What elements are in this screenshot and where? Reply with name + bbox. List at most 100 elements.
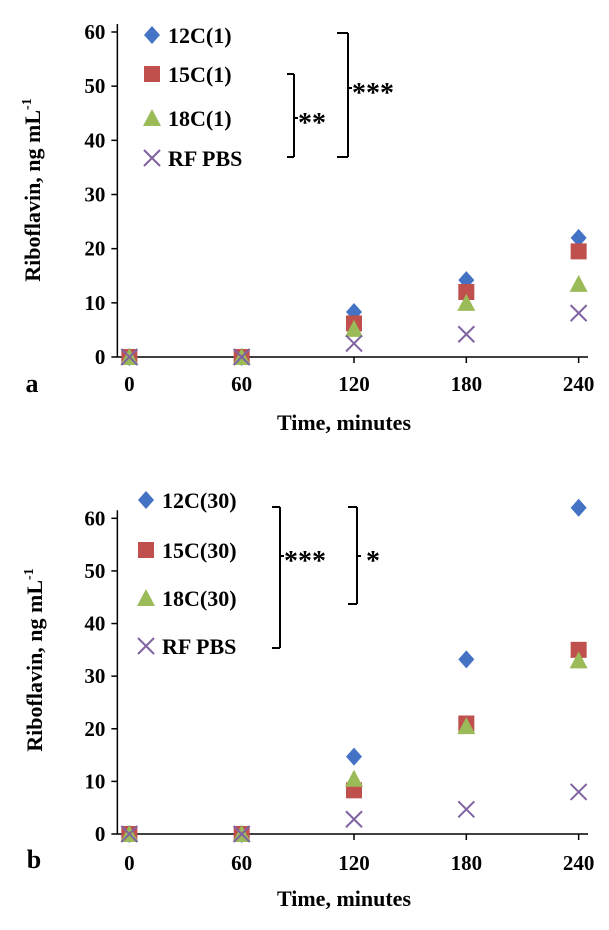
x-tick-label: 180 <box>451 372 483 396</box>
x-axis-label: Time, minutes <box>277 410 411 435</box>
x-tick-label: 60 <box>231 372 252 396</box>
data-point <box>120 825 139 843</box>
data-point-stroke-b <box>457 325 476 343</box>
y-axis-label-superscript: -1 <box>20 98 35 110</box>
data-point-stroke-b <box>345 334 363 353</box>
legend-marker <box>143 109 161 126</box>
legend: 12C(30) 15C(30) 18C(30) RF PBS <box>137 488 237 659</box>
data-point <box>570 243 587 260</box>
y-tick-label: 50 <box>84 74 105 98</box>
data-point <box>569 304 588 322</box>
legend-label: RF PBS <box>168 146 242 171</box>
data-point <box>345 334 363 353</box>
data-point <box>346 747 362 766</box>
y-tick-label: 0 <box>95 345 106 369</box>
y-axis-label-text: Riboflavin, ng mL <box>20 110 45 282</box>
data-point <box>345 810 363 828</box>
data-point <box>569 783 588 801</box>
y-tick-label: 40 <box>84 612 105 636</box>
legend-marker-stroke-b <box>143 149 161 167</box>
y-axis-label: Riboflavin, ng mL-1 <box>22 568 47 751</box>
y-tick-label: 20 <box>84 237 105 261</box>
x-tick-label: 120 <box>338 851 370 875</box>
data-point <box>569 651 588 669</box>
x-tick-label: 120 <box>338 372 370 396</box>
y-tick-label: 30 <box>84 183 105 207</box>
legend-marker <box>138 542 154 558</box>
series-diamond <box>121 228 587 366</box>
chart-panel-a: 0 10 20 30 40 50 60 0 60 120 180 240 Time, minutes Ri… <box>20 20 594 435</box>
y-axis-label-text: Riboflavin, ng mL <box>22 580 47 752</box>
data-point-stroke-b <box>120 348 139 366</box>
x-tick-label: 60 <box>231 851 252 875</box>
data-point-stroke-b <box>345 810 363 828</box>
significance-stars: ** <box>298 108 326 139</box>
x-tick-label: 0 <box>124 372 135 396</box>
significance-bracket: * <box>348 506 380 605</box>
y-tick-label: 20 <box>84 717 105 741</box>
data-point <box>345 319 363 337</box>
legend-label: 12C(1) <box>168 23 232 48</box>
legend-marker <box>137 637 155 655</box>
data-point <box>457 325 476 343</box>
data-point-stroke-b <box>457 800 476 818</box>
data-point <box>570 641 587 658</box>
data-point-stroke-b <box>569 783 588 801</box>
data-point <box>458 284 475 300</box>
data-point-stroke-b <box>232 348 251 366</box>
legend-marker <box>138 491 154 509</box>
data-point <box>458 650 475 669</box>
series-square <box>121 641 587 842</box>
data-point <box>570 498 587 517</box>
data-point-stroke-b <box>232 825 251 843</box>
y-tick-label: 10 <box>84 291 105 315</box>
y-axis-label-superscript: -1 <box>22 568 37 580</box>
x-tick-label: 240 <box>563 372 595 396</box>
significance-bracket: ** <box>287 73 326 158</box>
y-tick-label: 60 <box>84 506 105 530</box>
legend-marker <box>144 66 160 82</box>
y-tick-label: 50 <box>84 559 105 583</box>
legend-label: 18C(30) <box>162 586 237 611</box>
x-tick-label: 0 <box>124 851 135 875</box>
data-point-stroke-b <box>120 825 139 843</box>
legend-label: 12C(30) <box>162 488 237 513</box>
data-point-stroke-b <box>569 304 588 322</box>
significance-bracket: *** <box>272 506 326 649</box>
x-axis-label: Time, minutes <box>277 886 411 911</box>
legend-label: 15C(30) <box>162 538 237 563</box>
y-axis-label: Riboflavin, ng mL-1 <box>20 98 45 281</box>
series-x <box>120 783 588 843</box>
y-tick-label: 30 <box>84 664 105 688</box>
data-point <box>457 800 476 818</box>
data-point <box>120 348 139 366</box>
data-point <box>232 825 251 843</box>
panel-label: a <box>26 369 39 398</box>
legend-marker <box>143 149 161 167</box>
significance-bracket: *** <box>337 32 394 158</box>
significance-stars: * <box>366 546 380 577</box>
chart-panel-b: 0 10 20 30 40 50 60 0 60 120 180 240 Time, minutes Ri… <box>22 488 594 911</box>
x-tick-label: 180 <box>451 851 483 875</box>
legend-label: 18C(1) <box>168 106 232 131</box>
significance-stars: *** <box>284 546 326 577</box>
series-triangle <box>120 274 588 365</box>
legend-marker <box>137 589 155 606</box>
data-point <box>569 274 588 292</box>
data-point <box>345 769 363 787</box>
series-triangle <box>120 651 588 842</box>
y-tick-label: 0 <box>95 822 106 846</box>
data-point <box>570 228 587 247</box>
series-x <box>120 304 588 366</box>
data-point <box>232 348 251 366</box>
data-point <box>457 293 476 311</box>
panel-label: b <box>27 845 41 874</box>
y-tick-label: 40 <box>84 128 105 152</box>
legend: 12C(1) 15C(1) 18C(1) RF PBS <box>143 23 242 171</box>
legend-marker-stroke-b <box>137 637 155 655</box>
legend-label: RF PBS <box>162 634 236 659</box>
data-point <box>457 717 476 735</box>
y-tick-label: 10 <box>84 769 105 793</box>
